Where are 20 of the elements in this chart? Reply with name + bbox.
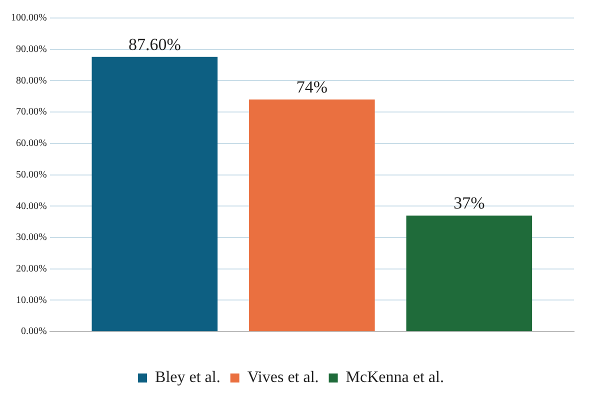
y-tick-label: 100.00% <box>10 12 47 24</box>
legend-label: Vives et al. <box>247 369 319 386</box>
y-tick-label: 60.00% <box>16 138 47 150</box>
y-tick-label: 30.00% <box>16 232 47 244</box>
bar <box>249 100 375 332</box>
data-label: 37% <box>454 194 485 213</box>
legend-label: McKenna et al. <box>346 369 444 386</box>
y-tick-label: 20.00% <box>16 264 47 275</box>
legend-label: Bley et al. <box>155 369 220 386</box>
y-tick-label: 0.00% <box>20 326 47 338</box>
bar <box>92 56 218 332</box>
y-tick-label: 10.00% <box>16 294 47 306</box>
y-tick-label: 90.00% <box>16 44 47 55</box>
bar <box>406 216 532 332</box>
data-label: 87.60% <box>128 34 181 54</box>
y-tick-label: 80.00% <box>16 75 47 86</box>
data-label: 74% <box>296 78 328 97</box>
y-tick-label: 50.00% <box>16 169 47 180</box>
y-tick-label: 70.00% <box>16 106 47 118</box>
y-tick-label: 40.00% <box>16 200 47 212</box>
